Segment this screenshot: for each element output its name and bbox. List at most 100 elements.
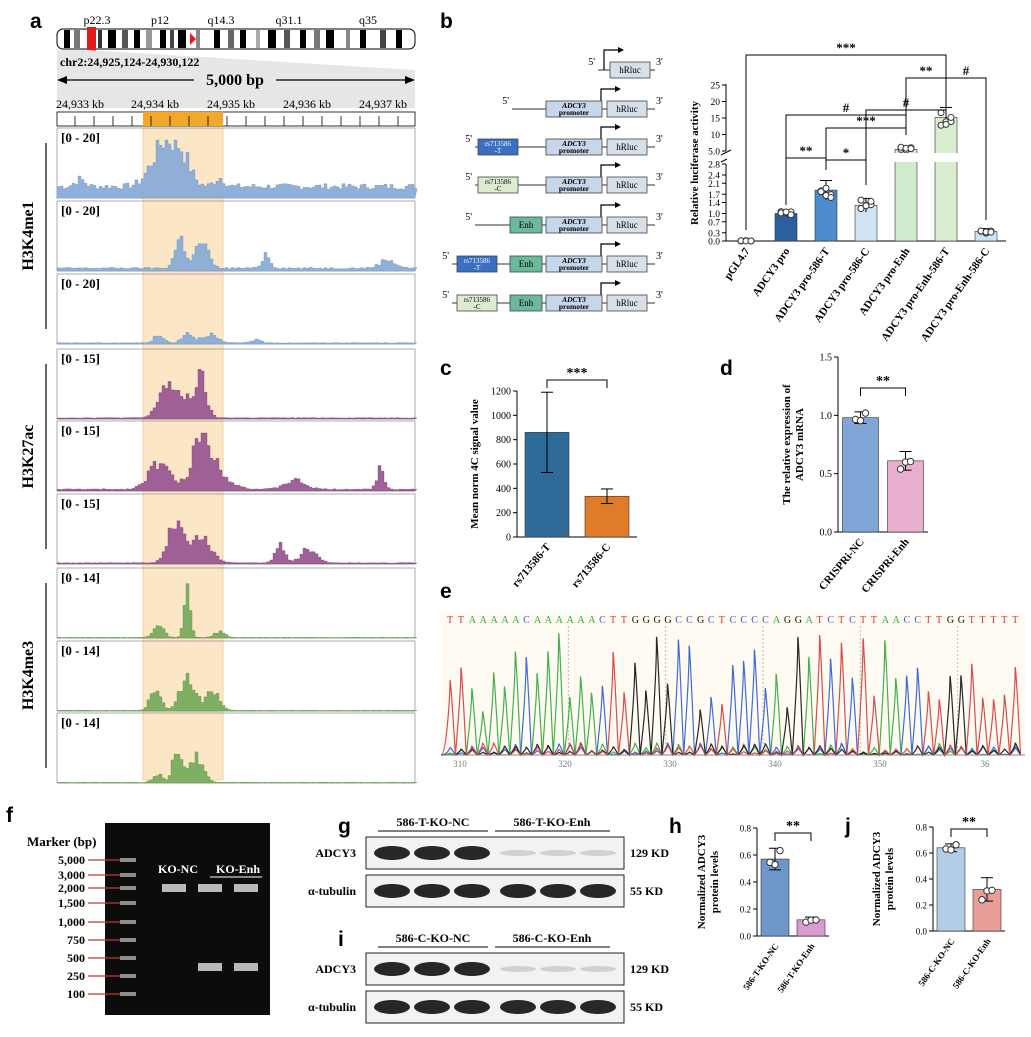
x-tick-label: pGL4.7 (722, 245, 753, 282)
group-label: H3K4me1 (20, 201, 37, 270)
panel-label-d: d (720, 357, 733, 380)
marker-size-label: 750 (67, 933, 85, 947)
base-call: T (838, 615, 844, 626)
x-tick-label: 586-C-KO-NC (916, 936, 956, 988)
significance-bracket (745, 54, 947, 230)
significance-bracket (950, 828, 988, 837)
hrluc-box (606, 176, 648, 194)
ladder-band (120, 956, 136, 960)
size-label: 55 KD (630, 884, 663, 898)
five-prime: 5' (465, 134, 472, 145)
base-call: G (947, 615, 954, 626)
enhancer-box (509, 255, 543, 273)
ideogram-band (64, 30, 70, 48)
ideogram-band (108, 30, 116, 48)
base-call: T (860, 615, 866, 626)
y-tick-label: 0.2 (740, 905, 751, 915)
y-axis-label: protein levels (709, 850, 721, 913)
five-prime: 5' (442, 290, 449, 301)
y-axis-label: Relative luciferase activity (689, 101, 701, 226)
ideogram-band (346, 30, 350, 48)
data-point (822, 184, 830, 192)
ideogram-band (380, 30, 386, 48)
y-tick-label: 1000 (491, 411, 511, 422)
data-point (942, 120, 950, 128)
x-tick-label: CRISPRi-NC (817, 536, 867, 592)
panel-label-a: a (30, 10, 42, 33)
region-bar-highlight (143, 112, 223, 126)
data-point (747, 237, 755, 245)
track-range-label: [0 - 15] (61, 351, 100, 366)
signal-track (56, 672, 418, 712)
base-call: C (740, 615, 747, 626)
data-point (987, 228, 995, 236)
y-tick-label: 400 (496, 484, 511, 495)
snp-allele: -C (495, 185, 502, 193)
snp-allele: -T (495, 147, 502, 155)
bar (934, 117, 958, 242)
protein-band (540, 850, 576, 856)
row-label: ADCY3 (315, 846, 356, 860)
snp-label: rs713586 (464, 296, 491, 304)
panel-g-western-blot: 586-T-KO-NC 586-T-KO-Enh ADCY3 129 KD α-tubu… (308, 815, 669, 908)
base-call: T (1012, 615, 1018, 626)
base-call: G (958, 615, 965, 626)
track-range-label: [0 - 20] (61, 276, 100, 291)
ideogram-band (178, 30, 186, 48)
five-prime: 5' (465, 172, 472, 183)
base-call: A (545, 615, 553, 626)
row-label: ADCY3 (315, 962, 356, 976)
significance-label: # (843, 100, 850, 115)
protein-band (374, 846, 410, 860)
ladder-band (120, 886, 136, 890)
marker-size-label: 250 (67, 969, 85, 983)
bar (894, 149, 918, 242)
ideogram-band (240, 30, 246, 48)
base-call: G (664, 615, 671, 626)
band-label: q14.3 (208, 13, 235, 27)
base-call: C (827, 615, 834, 626)
tss-arrowhead (615, 86, 621, 92)
track-frame (56, 273, 416, 345)
promoter-label: promoter (559, 263, 590, 272)
bar (760, 858, 790, 937)
y-tick-label: 0.7 (708, 218, 720, 228)
base-call: A (893, 615, 901, 626)
snp-allele: -T (474, 264, 481, 272)
data-point (906, 457, 915, 466)
protein-band (414, 884, 450, 898)
track-range-label: [0 - 14] (61, 570, 100, 585)
base-call: T (610, 615, 616, 626)
tss-arrowhead (615, 202, 621, 208)
ideogram-band (228, 30, 234, 48)
size-label: 129 KD (630, 846, 669, 860)
bar (774, 213, 798, 242)
protein-band (454, 962, 490, 976)
y-tick-label: 0 (506, 533, 511, 544)
promoter-label: promoter (559, 146, 590, 155)
track-range-label: [0 - 15] (61, 423, 100, 438)
hrluc-label: hRluc (616, 104, 638, 114)
track-range-label: [0 - 20] (61, 203, 100, 218)
x-tick-label: ADCY3 pro (750, 245, 792, 298)
base-call: C (523, 615, 530, 626)
kb-tick-label: 24,935 kb (207, 97, 255, 111)
five-prime: 5' (502, 96, 509, 107)
y-tick-label: 0.4 (740, 878, 752, 888)
kb-tick-label: 24,936 kb (283, 97, 331, 111)
base-call: T (447, 615, 453, 626)
y-tick-label: 1.0 (820, 411, 833, 422)
track-frame (56, 420, 416, 492)
panel-label-f: f (6, 804, 14, 827)
data-point (988, 886, 996, 894)
y-tick-label: 1.4 (708, 199, 720, 209)
y-tick-label: 0.8 (740, 824, 752, 834)
significance-label: *** (567, 366, 588, 381)
protein-band (414, 962, 450, 976)
y-tick-label: 0.2 (916, 901, 927, 911)
three-prime: 3' (656, 290, 663, 301)
hrluc-box (609, 61, 651, 79)
protein-band (454, 1000, 490, 1014)
panel-label-c: c (440, 357, 452, 380)
